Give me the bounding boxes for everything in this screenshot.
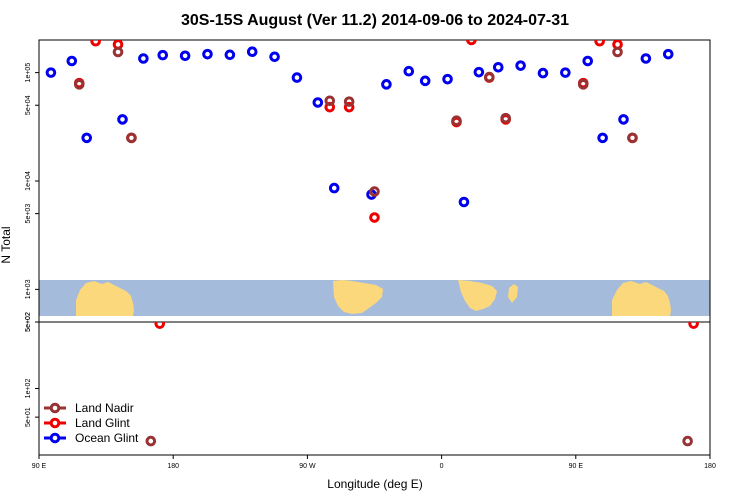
land-glint-point <box>369 212 380 223</box>
upper-panel-points <box>45 40 674 223</box>
ocean-glint-point <box>458 196 470 208</box>
y-upper-tick-label: 1e+04 <box>25 171 32 191</box>
x-tick-label: 90 E <box>569 463 584 470</box>
x-axis-label: Longitude (deg E) <box>327 477 422 491</box>
x-tick-label: 180 <box>704 463 716 470</box>
land-nadir-point <box>73 79 85 90</box>
y-lower-tick-label: 1e+02 <box>25 379 32 399</box>
ocean-glint-point <box>597 132 608 144</box>
y-axis-lower: 5e+01 1e+02 5e+02 <box>25 312 39 427</box>
land-glint-point <box>688 322 699 329</box>
legend-marker-ocean-glint <box>49 432 61 444</box>
lower-panel-frame <box>38 321 711 456</box>
ocean-glint-point <box>138 53 149 64</box>
ocean-glint-point <box>640 53 652 64</box>
world-map-strip <box>39 280 710 316</box>
y-upper-tick-label: 5e+03 <box>25 204 32 224</box>
ocean-glint-point <box>328 182 340 194</box>
land-nadir-point <box>682 435 693 447</box>
land-nadir-point <box>500 112 512 124</box>
y-lower-tick-label: 5e+01 <box>25 407 32 427</box>
y-upper-tick-label: 1e+03 <box>25 279 32 299</box>
ocean-glint-point <box>117 114 128 125</box>
ocean-glint-point <box>403 65 415 77</box>
ocean-glint-point <box>473 66 485 78</box>
ocean-glint-point <box>157 49 169 61</box>
y-axis-upper: 5e+02 1e+03 5e+03 1e+04 5e+04 1e+05 <box>25 63 39 332</box>
x-tick-label: 90 E <box>32 463 47 470</box>
ocean-glint-point <box>66 55 78 67</box>
legend-label-ocean-glint: Ocean Glint <box>75 431 139 445</box>
ocean-glint-point <box>45 67 57 78</box>
land-nadir-point <box>577 79 589 90</box>
land-nadir-point <box>484 71 495 83</box>
small-island <box>508 284 518 303</box>
legend-marker-land-nadir <box>49 402 61 414</box>
ocean-glint-point <box>442 73 453 85</box>
y-axis-label: N Total <box>0 226 13 263</box>
ocean-glint-point <box>618 114 629 125</box>
x-axis: 90 E 180 90 W 0 90 E 180 <box>32 455 716 470</box>
ocean-glint-point <box>662 48 674 60</box>
legend-label-land-glint: Land Glint <box>75 416 130 430</box>
x-tick-label: 180 <box>167 463 179 470</box>
africa-landmass-right <box>612 281 671 316</box>
y-upper-tick-label: 5e+02 <box>25 312 32 332</box>
land-nadir-point <box>126 132 137 144</box>
land-nadir-point <box>343 96 355 107</box>
ocean-glint-point <box>582 55 594 67</box>
ocean-glint-point <box>312 97 324 108</box>
x-tick-label: 90 W <box>299 463 316 470</box>
lower-panel-points <box>145 322 699 447</box>
x-tick-label: 0 <box>440 463 444 470</box>
land-nadir-point <box>145 435 157 447</box>
chart-title: 30S-15S August (Ver 11.2) 2014-09-06 to … <box>181 12 569 29</box>
land-glint-point <box>343 101 355 113</box>
legend-label-land-nadir: Land Nadir <box>75 401 134 415</box>
ocean-glint-point <box>515 60 526 71</box>
ocean-glint-point <box>381 79 392 90</box>
ocean-glint-point <box>202 48 213 60</box>
ocean-glint-point <box>537 67 549 79</box>
upper-panel-frame <box>38 39 711 323</box>
land-nadir-point <box>369 186 380 197</box>
land-glint-point <box>466 40 477 46</box>
land-nadir-point <box>324 95 336 107</box>
ocean-glint-point <box>269 51 280 63</box>
land-nadir-point <box>112 46 124 58</box>
ocean-glint-point <box>224 49 236 61</box>
y-lower-tick-label: 5e+02 <box>25 312 32 332</box>
land-nadir-point <box>612 46 623 58</box>
land-nadir-point <box>627 132 638 144</box>
ocean-glint-point <box>246 46 258 57</box>
australia-landmass <box>333 280 383 314</box>
ocean-glint-point <box>419 75 431 87</box>
ocean-glint-point <box>179 50 191 62</box>
africa-landmass-left <box>76 281 134 316</box>
land-glint-point <box>90 40 101 47</box>
legend-marker-land-glint <box>49 417 61 429</box>
y-upper-tick-label: 5e+04 <box>25 95 32 115</box>
ocean-glint-point <box>81 132 93 144</box>
land-glint-point <box>154 322 166 329</box>
ocean-glint-point <box>492 61 504 73</box>
y-upper-tick-label: 1e+05 <box>25 63 32 83</box>
land-nadir-point <box>451 115 462 127</box>
ocean-glint-point <box>560 67 571 78</box>
land-glint-point <box>594 40 605 47</box>
south-america-landmass <box>458 280 497 311</box>
ocean-glint-point <box>291 72 303 83</box>
